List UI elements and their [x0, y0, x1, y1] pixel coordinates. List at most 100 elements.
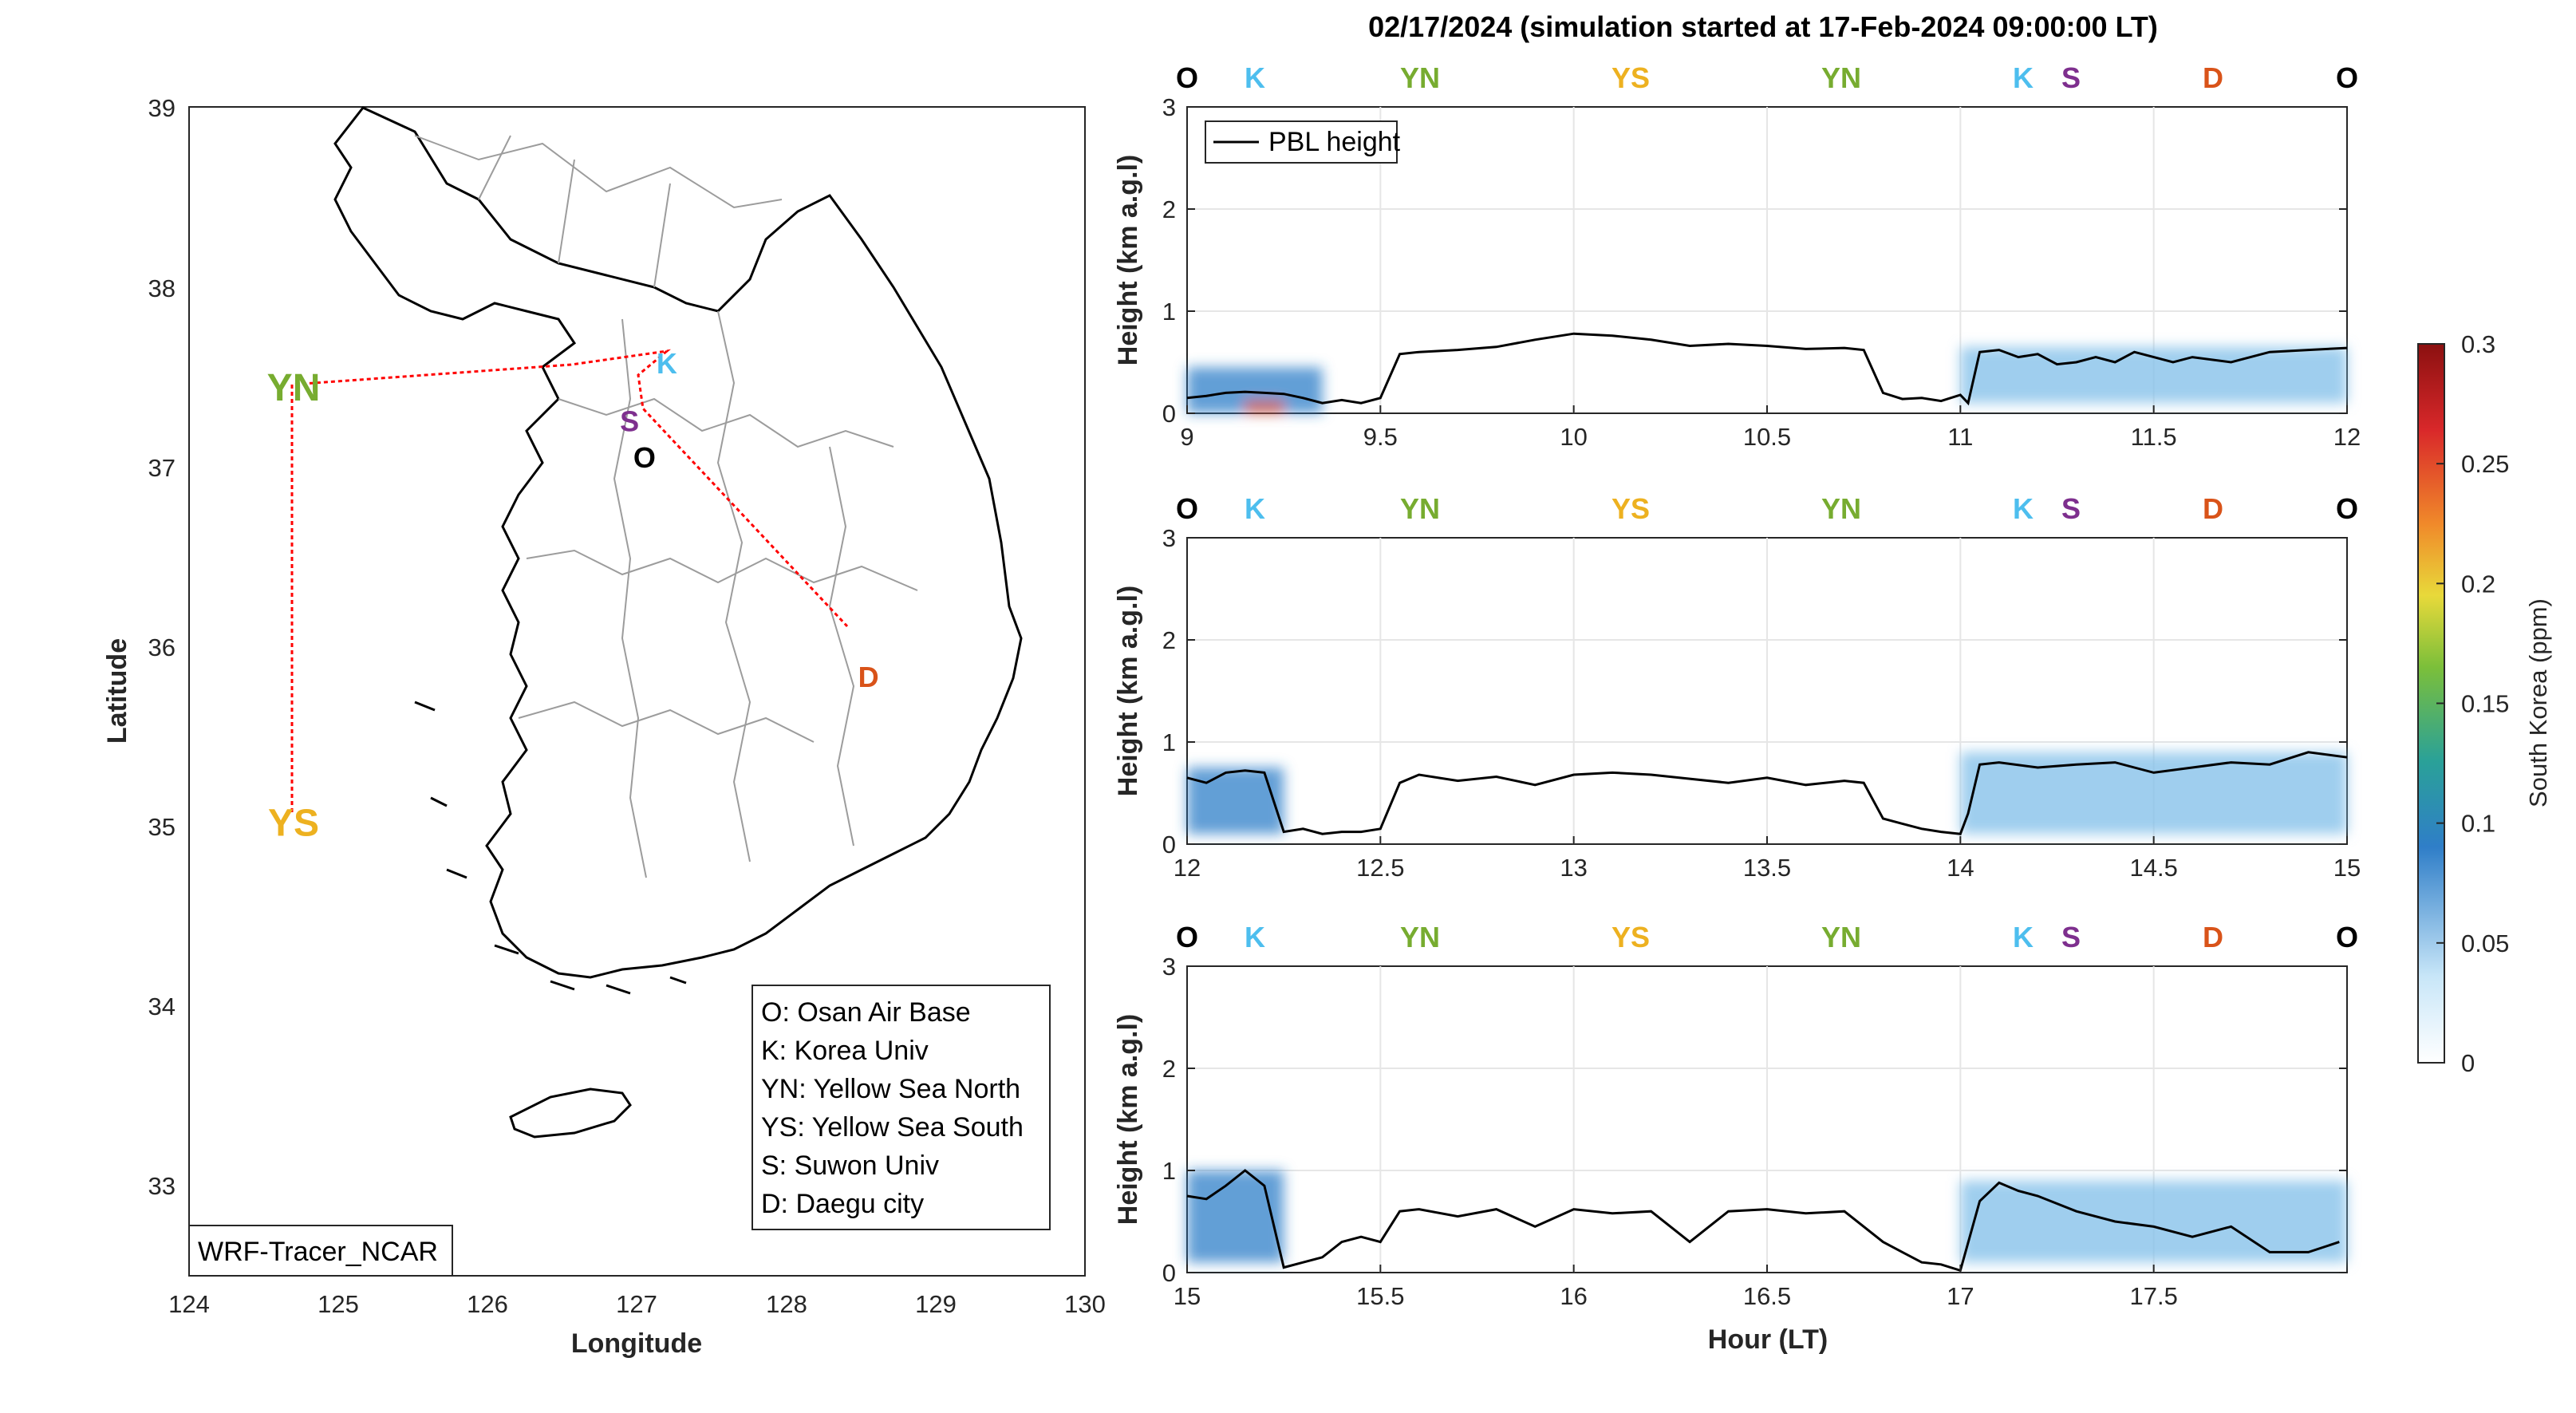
map-xtick: 129: [915, 1290, 957, 1318]
concentration-field: [1187, 752, 2347, 835]
map-ytick: 37: [148, 454, 176, 482]
colorbar-tick: 0.05: [2461, 930, 2509, 957]
track-marker-k: K: [2013, 921, 2034, 953]
map-xticks: 124 125 126 127 128 129 130: [168, 1290, 1106, 1318]
track-marker-o: O: [2336, 61, 2358, 94]
track-marker-k: K: [1245, 921, 1265, 953]
panel-xtick: 17.5: [2129, 1282, 2177, 1310]
panel-xtick: 17: [1947, 1282, 1974, 1310]
track-marker-yn: YN: [1821, 492, 1861, 525]
panel-3: 3 2 1 015 15.5 16 16.5 17 17.5 Height (km a.g.l) O…: [1113, 921, 2358, 1310]
panel-ytick: 3: [1162, 953, 1176, 981]
panel-xtick: 12.5: [1356, 854, 1404, 882]
track-marker-o: O: [2336, 492, 2358, 525]
panel-ytick: 2: [1162, 1055, 1176, 1083]
track-marker-o: O: [1176, 492, 1198, 525]
site-marker-ys: YS: [268, 802, 319, 844]
legend-entry: S: Suwon Univ: [761, 1151, 939, 1181]
map-ytick: 35: [148, 813, 176, 841]
pbl-height-line: [1186, 1169, 2340, 1273]
panel-xtick: 14: [1947, 854, 1974, 882]
panel-ytick: 3: [1162, 93, 1176, 121]
colorbar-label: South Korea (ppm): [2524, 598, 2552, 807]
panel-xtick: 12: [2333, 423, 2361, 451]
legend-entry: K: Korea Univ: [761, 1036, 929, 1066]
panel-xtick: 16: [1560, 1282, 1587, 1310]
panel-xtick: 15: [2333, 854, 2361, 882]
panel-xtick: 13.5: [1743, 854, 1791, 882]
flight-track: [290, 349, 849, 812]
watermark-text: WRF-Tracer_NCAR: [198, 1237, 438, 1267]
map-panel: YN YS KSO D 124 125 126 127 128 129 130 39 …: [102, 94, 1106, 1359]
legend-entry: YS: Yellow Sea South: [761, 1112, 1024, 1143]
track-marker-yn: YN: [1821, 61, 1861, 94]
colorbar-tick: 0.2: [2461, 570, 2495, 598]
site-markers: YN YS KSO D: [267, 347, 879, 844]
panel-ytick: 2: [1162, 195, 1176, 223]
colorbar-tick: 0.25: [2461, 450, 2509, 478]
site-marker-s: S: [620, 405, 639, 438]
track-marker-yn: YN: [1400, 492, 1440, 525]
concentration-blob: [1187, 1170, 1284, 1263]
concentration-field: [1187, 1170, 2347, 1263]
site-marker-yn: YN: [267, 367, 321, 409]
map-xtick: 124: [168, 1290, 210, 1318]
map-xtick: 128: [766, 1290, 807, 1318]
legend-entry: D: Daegu city: [761, 1189, 924, 1219]
pbl-legend: PBL height: [1205, 120, 1401, 164]
track-marker-k: K: [2013, 61, 2034, 94]
panel-xtick: 11.5: [2131, 423, 2177, 451]
colorbar-tick: 0: [2461, 1049, 2475, 1077]
map-ytick: 36: [148, 633, 176, 661]
peninsula-coastline: [333, 106, 1023, 979]
track-marker-d: D: [2203, 61, 2223, 94]
panel-xtick: 11: [1947, 423, 1973, 451]
map-ylabel: Latitude: [102, 638, 132, 744]
panel-ytick: 2: [1162, 626, 1176, 654]
map-xtick: 130: [1064, 1290, 1106, 1318]
track-marker-o: O: [1176, 61, 1198, 94]
concentration-blob: [1960, 346, 2347, 404]
map-ytick: 38: [148, 274, 176, 302]
colorbar-tick: 0.1: [2461, 810, 2495, 838]
south-coast-islands: [414, 701, 687, 995]
panel-ytick: 1: [1162, 298, 1176, 326]
track-marker-d: D: [2203, 921, 2223, 953]
panel-xtick: 10: [1560, 423, 1587, 451]
track-marker-k: K: [1245, 61, 1265, 94]
jeju-island: [509, 1087, 632, 1139]
korea-outline: [333, 106, 1023, 1139]
panel-2: 3 2 1 012 12.5 13 13.5 14 14.5 15 Height (km a.g.l…: [1113, 492, 2361, 882]
panel-xtick: 16.5: [1743, 1282, 1791, 1310]
site-marker-o: O: [633, 441, 656, 474]
site-legend: O: Osan Air Base K: Korea Univ YN: Yello…: [751, 985, 1051, 1230]
panels-xlabel: Hour (LT): [1708, 1324, 1828, 1355]
panel-ytick: 0: [1162, 400, 1176, 428]
map-xtick: 126: [467, 1290, 508, 1318]
panel-ytick: 0: [1162, 1259, 1176, 1287]
map-ytick: 39: [148, 94, 176, 122]
panel-xtick: 15: [1174, 1282, 1201, 1310]
panel-ylabel: Height (km a.g.l): [1113, 155, 1143, 365]
pbl-height-line: [1186, 332, 2348, 406]
map-xtick: 125: [318, 1290, 359, 1318]
concentration-blob: [1245, 401, 1284, 413]
map-ytick: 34: [148, 993, 176, 1020]
track-marker-o: O: [2336, 921, 2358, 953]
track-marker-ys: YS: [1611, 921, 1650, 953]
panel-ytick: 0: [1162, 831, 1176, 858]
site-marker-k: K: [657, 347, 677, 380]
panel-ytick: 1: [1162, 1157, 1176, 1185]
panel-ytick: 1: [1162, 728, 1176, 756]
colorbar-tick: 0.15: [2461, 690, 2509, 718]
track-marker-o: O: [1176, 921, 1198, 953]
map-ytick: 33: [148, 1172, 176, 1200]
panel-ylabel: Height (km a.g.l): [1113, 1014, 1143, 1225]
watermark-box: WRF-Tracer_NCAR: [188, 1225, 453, 1277]
track-marker-k: K: [2013, 492, 2034, 525]
track-marker-s: S: [2061, 492, 2081, 525]
track-marker-s: S: [2061, 61, 2081, 94]
track-marker-yn: YN: [1821, 921, 1861, 953]
